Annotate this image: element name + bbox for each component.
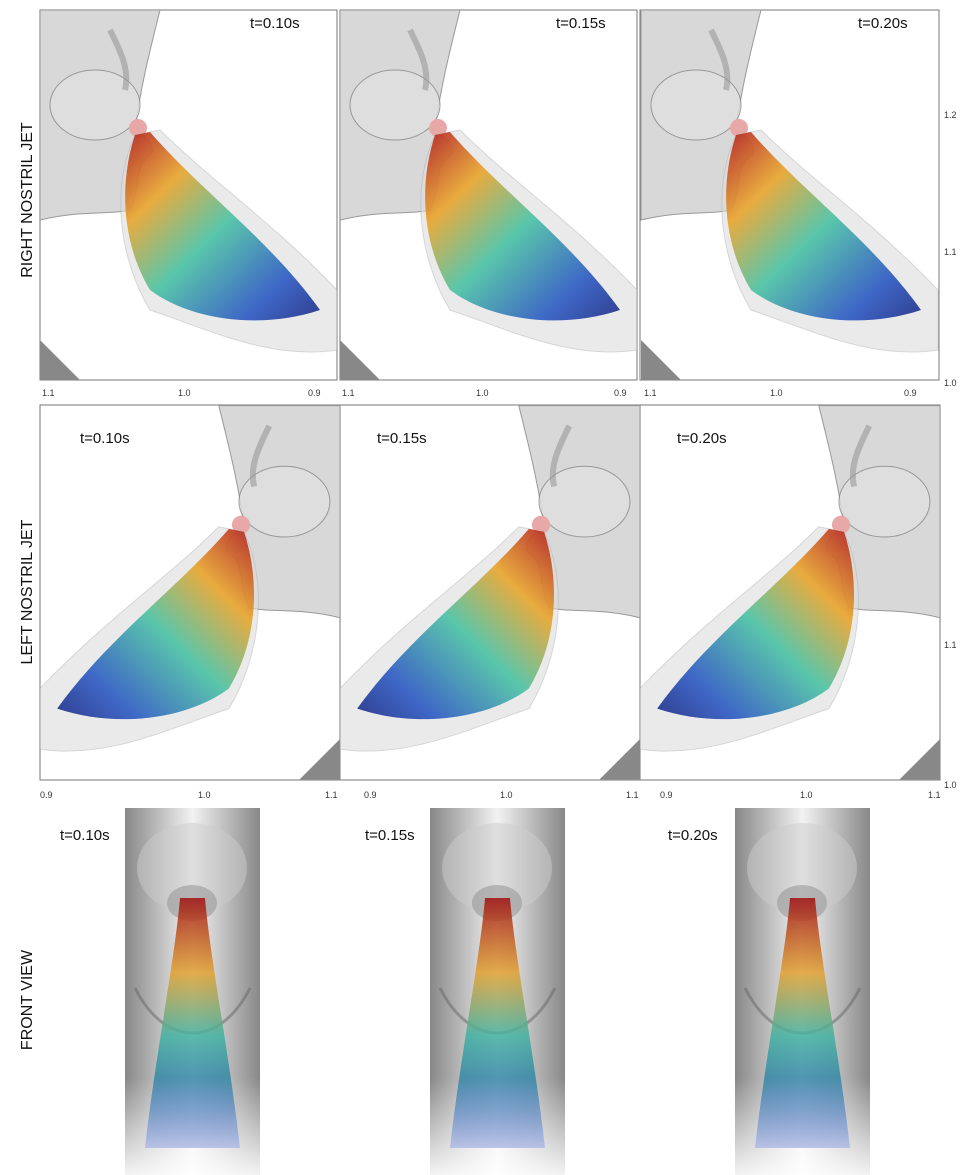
time-label: t=0.10s	[60, 827, 110, 844]
x-tick-label: 1.0	[476, 388, 489, 398]
x-tick-label: 1.1	[928, 790, 941, 800]
x-tick-label: 0.9	[660, 790, 673, 800]
time-label: t=0.15s	[556, 15, 606, 32]
x-tick-label: 1.0	[500, 790, 513, 800]
x-tick-label: 0.9	[904, 388, 917, 398]
time-label: t=0.20s	[677, 430, 727, 447]
x-tick-label: 0.9	[308, 388, 321, 398]
x-tick-label: 0.9	[364, 790, 377, 800]
x-tick-label: 1.1	[644, 388, 657, 398]
x-tick-label: 1.1	[325, 790, 338, 800]
x-tick-label: 1.1	[42, 388, 55, 398]
x-tick-label: 1.1	[342, 388, 355, 398]
x-tick-label: 1.0	[800, 790, 813, 800]
time-label: t=0.20s	[858, 15, 908, 32]
time-label: t=0.20s	[668, 827, 718, 844]
time-label: t=0.15s	[365, 827, 415, 844]
y-tick-label: 1.2	[944, 110, 957, 120]
simulation-image	[735, 808, 870, 1175]
x-tick-label: 1.0	[178, 388, 191, 398]
row-label: LEFT NOSTRIL JET	[19, 519, 36, 664]
y-tick-label: 1.1	[944, 640, 957, 650]
time-label: t=0.15s	[377, 430, 427, 447]
time-label: t=0.10s	[80, 430, 130, 447]
y-tick-label: 1.0	[944, 780, 957, 790]
row-label: FRONT VIEW	[19, 949, 36, 1050]
x-tick-label: 0.9	[40, 790, 53, 800]
x-tick-label: 0.9	[614, 388, 627, 398]
simulation-image	[125, 808, 260, 1175]
x-tick-label: 1.0	[198, 790, 211, 800]
x-tick-label: 1.1	[626, 790, 639, 800]
y-tick-label: 1.1	[944, 247, 957, 257]
y-tick-label: 1.0	[944, 378, 957, 388]
simulation-image	[430, 808, 565, 1175]
time-label: t=0.10s	[250, 15, 300, 32]
x-tick-label: 1.0	[770, 388, 783, 398]
row-label: RIGHT NOSTRIL JET	[19, 122, 36, 278]
